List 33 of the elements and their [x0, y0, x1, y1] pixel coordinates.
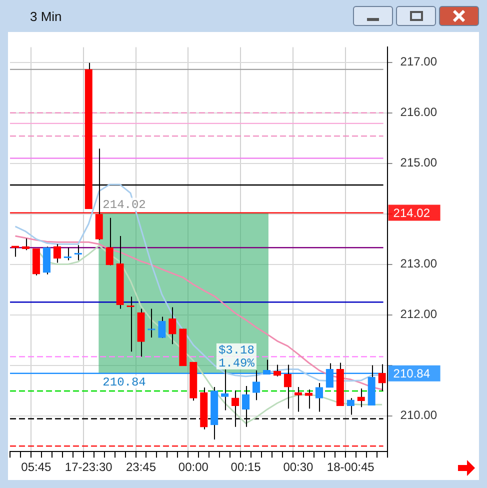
x-tick-label: 05:45 — [21, 460, 52, 474]
candlestick — [294, 386, 302, 412]
x-tick-label: 00:00 — [178, 460, 209, 474]
y-tick-label: 217.00 — [400, 54, 438, 69]
ref-line-label: 210.84 — [393, 366, 430, 381]
x-tick-label: 00:30 — [283, 460, 314, 474]
ref-line-label: 214.02 — [393, 206, 430, 220]
x-tick-label: 17-23:30 — [64, 460, 113, 474]
candlestick — [106, 217, 114, 266]
candlestick — [315, 382, 324, 412]
candlestick — [148, 308, 156, 338]
chart-title: 3 Min — [30, 9, 62, 24]
annotation: 210.84 — [102, 376, 146, 390]
y-tick-label: 215.00 — [400, 156, 438, 170]
candlestick — [273, 364, 282, 377]
candlestick — [158, 316, 166, 339]
candlestick — [304, 389, 313, 410]
candlestick — [346, 398, 354, 416]
y-tick-label: 213.00 — [400, 256, 438, 271]
candlestick — [168, 306, 176, 345]
x-tick-label: 23:45 — [126, 460, 156, 474]
candlestick — [42, 246, 51, 275]
candlestick — [284, 364, 292, 410]
candlestick — [32, 248, 40, 276]
annotation: 214.02 — [102, 198, 146, 212]
x-tick-label: 18-00:45 — [326, 460, 375, 474]
x-tick-label: 00:15 — [230, 460, 262, 474]
y-tick-label: 212.00 — [400, 307, 438, 322]
candlestick — [357, 388, 365, 408]
y-tick-label: 210.00 — [400, 408, 438, 422]
y-tick-label: 216.00 — [400, 105, 438, 120]
annotation: 1.49% — [218, 356, 256, 371]
annotation: $3.18 — [218, 344, 254, 358]
